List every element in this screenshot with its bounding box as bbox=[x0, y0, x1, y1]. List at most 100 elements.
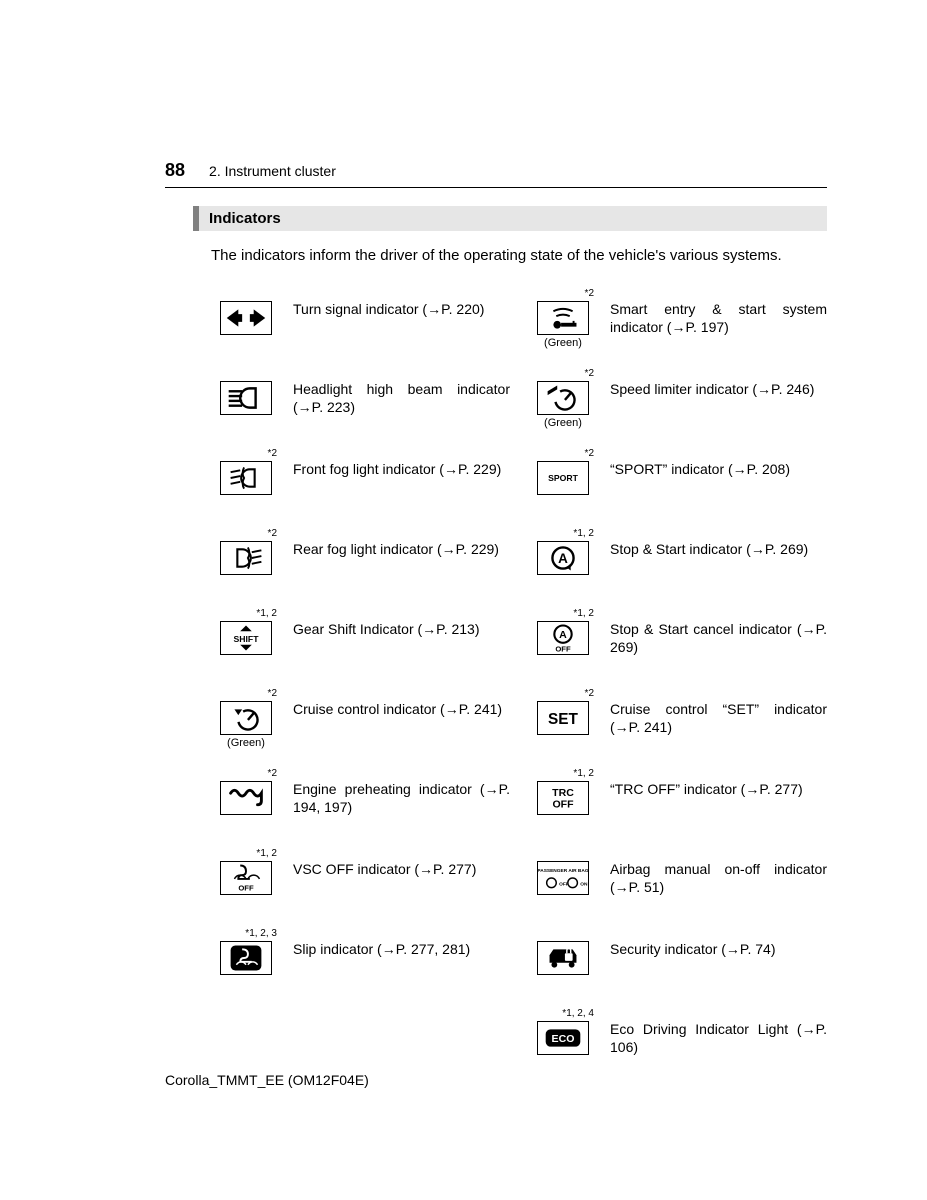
indicator-description: Eco Driving Indicator Light (→P. 106) bbox=[610, 1008, 827, 1058]
svg-text:A: A bbox=[558, 550, 568, 565]
svg-text:ON: ON bbox=[580, 881, 588, 887]
indicator-icon-block: *2 bbox=[211, 768, 281, 830]
indicator-icon-block: *1, 2, 4 ECO bbox=[528, 1008, 598, 1070]
indicator-icon-block: *2 bbox=[211, 528, 281, 590]
high-beam-icon bbox=[220, 381, 272, 415]
indicator-icon-block: *1, 2A bbox=[528, 528, 598, 590]
indicator-icon-block: *1, 2 A OFF bbox=[528, 608, 598, 670]
icon-caption bbox=[211, 417, 281, 430]
page-header: 88 2. Instrument cluster bbox=[165, 160, 827, 188]
indicator-description: Airbag manual on-off indicator (→P. 51) bbox=[610, 848, 827, 898]
indicator-description: Cruise control “SET” indicator (→P. 241) bbox=[610, 688, 827, 738]
text-icon: SPORT bbox=[537, 461, 589, 495]
indicator-entry: *2 SET Cruise control “SET” indicator (→P.… bbox=[528, 688, 827, 750]
cruise-icon bbox=[220, 701, 272, 735]
text-stack-icon: TRCOFF bbox=[537, 781, 589, 815]
svg-text:SHIFT: SHIFT bbox=[234, 633, 260, 643]
indicator-entry: *1, 2AOFFStop & Start cancel indicator (… bbox=[528, 608, 827, 670]
indicator-entry: *1, 2 SHIFT Gear Shift Indicator (→P. 213) bbox=[211, 608, 510, 670]
icon-caption bbox=[528, 817, 598, 830]
svg-text:ECO: ECO bbox=[552, 1032, 575, 1044]
icon-caption bbox=[211, 497, 281, 510]
svg-text:OFF: OFF bbox=[238, 883, 254, 892]
footnote-superscript: *1, 2, 4 bbox=[528, 1008, 598, 1020]
footnote-superscript bbox=[528, 928, 598, 940]
indicator-entry: *1, 2OFFVSC OFF indicator (→P. 277) bbox=[211, 848, 510, 910]
footnote-superscript: *1, 2 bbox=[528, 768, 598, 780]
indicator-entry: PASSENGER AIR BAGOFFON Airbag manual on-o… bbox=[528, 848, 827, 910]
indicator-icon-block: *1, 2, 3 bbox=[211, 928, 281, 990]
footnote-superscript: *2 bbox=[528, 288, 598, 300]
indicator-entry: *2(Green)Smart entry & start system indi… bbox=[528, 288, 827, 350]
icon-caption: (Green) bbox=[211, 737, 281, 750]
indicator-icon-block: *2 SET bbox=[528, 688, 598, 750]
indicator-description: Gear Shift Indicator (→P. 213) bbox=[293, 608, 510, 639]
icon-caption bbox=[528, 897, 598, 910]
indicator-description: Smart entry & start system indicator (→P… bbox=[610, 288, 827, 338]
icon-caption bbox=[211, 657, 281, 670]
indicator-entry: *1, 2AStop & Start indicator (→P. 269) bbox=[528, 528, 827, 590]
column-left: Turn signal indicator (→P. 220) Headlight… bbox=[211, 288, 510, 1088]
slip-icon bbox=[220, 941, 272, 975]
svg-text:TRC: TRC bbox=[552, 787, 574, 799]
indicator-description: Slip indicator (→P. 277, 281) bbox=[293, 928, 510, 959]
icon-caption bbox=[528, 657, 598, 670]
indicator-description: Security indicator (→P. 74) bbox=[610, 928, 827, 959]
indicator-entry: *2 (Green) Cruise control indicator (→P. 2… bbox=[211, 688, 510, 750]
airbag-icon: PASSENGER AIR BAGOFFON bbox=[537, 861, 589, 895]
icon-caption bbox=[528, 737, 598, 750]
chapter-title: 2. Instrument cluster bbox=[209, 163, 336, 179]
indicator-entry: Headlight high beam indicator (→P. 223) bbox=[211, 368, 510, 430]
icon-caption: (Green) bbox=[528, 417, 598, 430]
icon-caption bbox=[211, 897, 281, 910]
indicator-description: “SPORT” indicator (→P. 208) bbox=[610, 448, 827, 479]
turn-signal-icon bbox=[220, 301, 272, 335]
indicator-entry: *1, 2TRCOFF“TRC OFF” indicator (→P. 277) bbox=[528, 768, 827, 830]
icon-caption bbox=[211, 577, 281, 590]
svg-text:OFF: OFF bbox=[552, 798, 574, 810]
footnote-superscript: *1, 2 bbox=[528, 608, 598, 620]
indicator-entry: Security indicator (→P. 74) bbox=[528, 928, 827, 990]
icon-caption bbox=[528, 497, 598, 510]
indicator-entry: *2Engine preheating indicator (→P. 194, … bbox=[211, 768, 510, 830]
indicator-entry: *1, 2, 3 Slip indicator (→P. 277, 281) bbox=[211, 928, 510, 990]
svg-text:SET: SET bbox=[548, 710, 579, 727]
icon-caption bbox=[528, 977, 598, 990]
indicator-description: Turn signal indicator (→P. 220) bbox=[293, 288, 510, 319]
footnote-superscript: *2 bbox=[528, 688, 598, 700]
footnote-superscript: *2 bbox=[528, 368, 598, 380]
footnote-superscript bbox=[211, 288, 281, 300]
indicator-icon-block: *2 (Green) bbox=[211, 688, 281, 750]
indicator-entry: *2SPORT “SPORT” indicator (→P. 208) bbox=[528, 448, 827, 510]
indicator-description: “TRC OFF” indicator (→P. 277) bbox=[610, 768, 827, 799]
icon-caption bbox=[528, 577, 598, 590]
svg-text:A: A bbox=[559, 629, 567, 641]
icon-caption bbox=[211, 337, 281, 350]
section-intro: The indicators inform the driver of the … bbox=[211, 245, 827, 268]
footnote-superscript: *1, 2, 3 bbox=[211, 928, 281, 940]
footnote-superscript: *1, 2 bbox=[211, 848, 281, 860]
footnote-superscript: *1, 2 bbox=[211, 608, 281, 620]
rear-fog-icon bbox=[220, 541, 272, 575]
indicator-icon-block: *1, 2 OFF bbox=[211, 848, 281, 910]
indicator-icon-block: *2SPORT bbox=[528, 448, 598, 510]
footnote-superscript: *2 bbox=[211, 448, 281, 460]
svg-text:PASSENGER AIR BAG: PASSENGER AIR BAG bbox=[538, 868, 588, 874]
eco-icon: ECO bbox=[537, 1021, 589, 1055]
front-fog-icon bbox=[220, 461, 272, 495]
footnote-superscript bbox=[211, 368, 281, 380]
indicator-description: Rear fog light indicator (→P. 229) bbox=[293, 528, 510, 559]
indicator-icon-block: *1, 2TRCOFF bbox=[528, 768, 598, 830]
security-icon bbox=[537, 941, 589, 975]
indicator-description: Headlight high beam indicator (→P. 223) bbox=[293, 368, 510, 418]
indicator-icon-block: *1, 2 SHIFT bbox=[211, 608, 281, 670]
section-title: Indicators bbox=[193, 206, 827, 231]
icon-caption bbox=[211, 977, 281, 990]
vsc-off-icon: OFF bbox=[220, 861, 272, 895]
indicator-description: Cruise control indicator (→P. 241) bbox=[293, 688, 510, 719]
icon-caption bbox=[211, 817, 281, 830]
stop-start-icon: A bbox=[537, 541, 589, 575]
svg-text:OFF: OFF bbox=[555, 644, 571, 653]
footnote-superscript: *2 bbox=[211, 688, 281, 700]
page-footer: Corolla_TMMT_EE (OM12F04E) bbox=[165, 1072, 369, 1088]
